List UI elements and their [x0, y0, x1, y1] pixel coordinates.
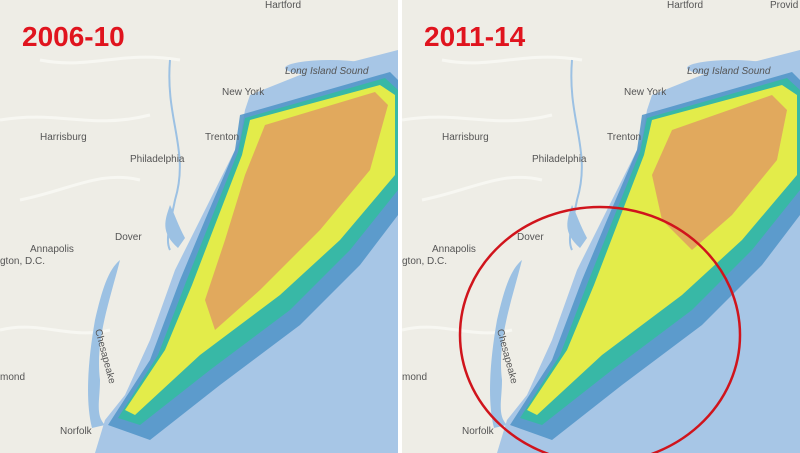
place-label: Trenton [607, 132, 641, 143]
panel-title: 2006-10 [22, 21, 125, 52]
place-label: Norfolk [60, 426, 93, 437]
place-label: Provid [770, 0, 798, 11]
place-label: Norfolk [462, 426, 495, 437]
place-label: Harrisburg [442, 132, 489, 143]
place-label: New York [624, 87, 667, 98]
road [39, 55, 181, 65]
density-peak [652, 95, 787, 250]
long-island-sound [687, 60, 777, 76]
place-label: Long Island Sound [687, 66, 771, 77]
place-label: Philadelphia [130, 154, 185, 165]
place-label: mond [0, 372, 25, 383]
road [441, 55, 583, 65]
place-label: gton, D.C. [402, 256, 447, 267]
map-panel: Hartford Long Island Sound New York Harrisb… [0, 0, 398, 453]
density-peak [205, 92, 388, 330]
road [19, 175, 141, 202]
long-island-sound [285, 60, 375, 76]
place-label: Hartford [667, 0, 703, 11]
chesapeake-bay [88, 260, 120, 428]
delaware-bay [165, 205, 185, 248]
map-body: Hartford Long Island Sound New York Harrisb… [402, 0, 800, 453]
place-label: Long Island Sound [285, 66, 369, 77]
place-label: Trenton [205, 132, 239, 143]
place-label: Annapolis [432, 244, 476, 255]
road [0, 113, 151, 123]
place-label: Annapolis [30, 244, 74, 255]
map-body: Hartford Long Island Sound New York Harrisb… [0, 0, 398, 453]
place-label: Philadelphia [532, 154, 587, 165]
place-label: New York [222, 87, 265, 98]
place-label: gton, D.C. [0, 256, 45, 267]
place-label: Dover [115, 232, 142, 243]
chesapeake-bay [490, 260, 522, 428]
delaware-bay [567, 205, 587, 248]
map-panel: Hartford Long Island Sound New York Harrisb… [402, 0, 800, 453]
place-label: mond [402, 372, 427, 383]
road [402, 113, 553, 123]
panel-title: 2011-14 [424, 21, 526, 52]
place-label: Harrisburg [40, 132, 87, 143]
place-label: Dover [517, 232, 544, 243]
highlight-circle [458, 205, 742, 453]
road [421, 175, 543, 202]
place-label: Hartford [265, 0, 301, 11]
